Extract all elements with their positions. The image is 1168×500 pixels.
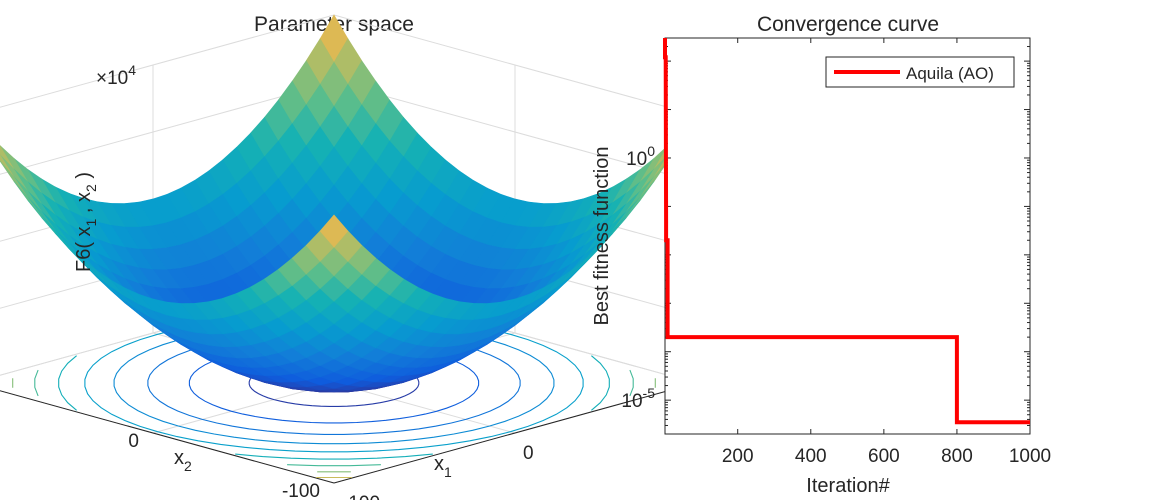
z-exponent-label: ×104 [96, 62, 136, 89]
grid-line [0, 81, 335, 175]
x2-axis-label: x2 [174, 447, 192, 474]
x-tick-label: 1000 [1009, 446, 1051, 467]
x1-axis-label: x1 [434, 453, 452, 480]
y-tick-label: 100 [626, 143, 655, 170]
x2-axis-line [0, 390, 335, 484]
convergence-ticks: 200 400 600 800 1000 100 10-5 [621, 37, 1051, 467]
surface-mesh [0, 14, 697, 393]
x-axis-label: Iteration# [806, 475, 890, 497]
x1-axis-line [333, 382, 697, 484]
z-exponent-base: ×10 [96, 68, 128, 89]
surface-patch [319, 214, 349, 248]
z-exponent-power: 4 [128, 62, 136, 78]
y-tick-label: 10-5 [621, 385, 655, 412]
legend: Aquila (AO) [825, 56, 1015, 88]
convergence-plot-title: Convergence curve [757, 13, 939, 36]
series-line-aquila [663, 38, 1030, 425]
convergence-plot: Convergence curve 200 400 600 800 1000 100 10-… [591, 13, 1051, 497]
x2-tick-label: -100 [282, 481, 320, 500]
grid-line [333, 14, 697, 116]
x-tick-label: 800 [941, 446, 973, 467]
surface-plot: Parameter space 0.511.52-1000100-1000100… [0, 13, 736, 500]
legend-entry-aquila: Aquila (AO) [906, 64, 994, 83]
x1-tick-label: -100 [342, 493, 380, 500]
convergence-series [663, 38, 1030, 425]
x-tick-label: 400 [795, 446, 827, 467]
x-tick-label: 600 [868, 446, 900, 467]
y-axis-label: Best fitness function [591, 147, 613, 326]
convergence-axes-box [664, 37, 1031, 435]
grid-line [333, 81, 697, 183]
grid-line [0, 14, 335, 108]
x1-tick-label: 0 [523, 443, 534, 464]
x-tick-label: 200 [722, 446, 754, 467]
x2-tick-label: 0 [128, 431, 139, 452]
